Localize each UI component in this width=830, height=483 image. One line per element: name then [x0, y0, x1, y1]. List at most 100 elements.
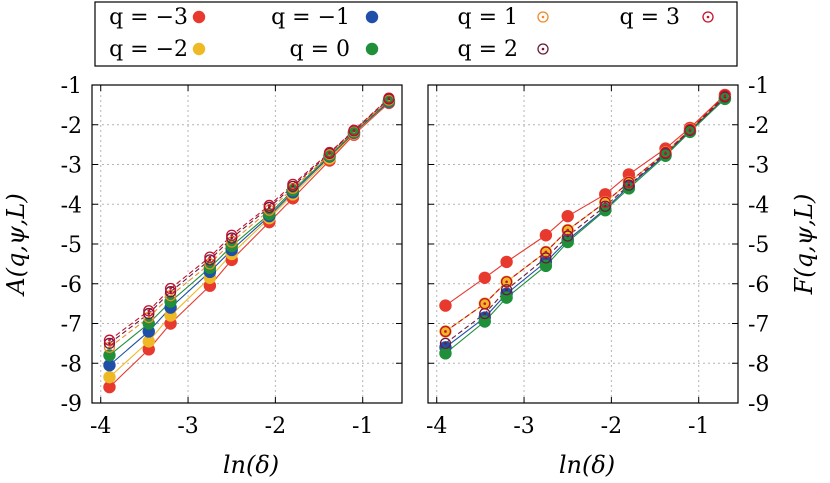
- data-point: [599, 196, 611, 208]
- data-point: [142, 317, 155, 330]
- data-point: [500, 255, 513, 269]
- y-tick-label: -3: [61, 154, 82, 179]
- series-line: [109, 102, 390, 388]
- data-point-center: [291, 183, 295, 186]
- series-points-1: [103, 95, 396, 384]
- data-point: [500, 276, 513, 288]
- panel-right: -4 -3 -2 -1 -1 -2 -3 -4 -5 -6 -7 -8 -9 ln(δ) F(q,ψ,L): [426, 74, 818, 479]
- series-points-6: [439, 90, 731, 338]
- series-group: [103, 92, 396, 394]
- data-point-center: [230, 233, 234, 237]
- data-point-center: [108, 338, 111, 342]
- data-point: [659, 149, 672, 162]
- data-point: [439, 325, 452, 338]
- data-point-center: [566, 228, 570, 232]
- y-tick-label: -2: [748, 114, 769, 139]
- data-point: [103, 349, 116, 362]
- data-point-center: [267, 206, 271, 209]
- y-tick-label: -5: [61, 233, 82, 258]
- legend-marker: [537, 43, 549, 55]
- legend-marker: [192, 42, 206, 56]
- series-4: [109, 99, 390, 348]
- data-point: [561, 235, 574, 249]
- series-line: [109, 99, 390, 348]
- data-point: [623, 179, 635, 191]
- series-6: [445, 95, 726, 332]
- data-point: [561, 209, 574, 223]
- data-point: [659, 146, 672, 159]
- data-point: [226, 232, 238, 244]
- y-tick-label: -4: [748, 193, 769, 218]
- legend-marker-center: [541, 15, 545, 19]
- x-tick-label: -4: [90, 414, 111, 439]
- data-point-center: [444, 342, 447, 345]
- data-point-center: [147, 309, 151, 313]
- data-point-center: [291, 185, 295, 188]
- legend-marker: [365, 10, 379, 24]
- legend-marker: [365, 42, 379, 56]
- series-1: [109, 101, 390, 378]
- data-point-center: [505, 280, 508, 284]
- data-point: [263, 199, 275, 212]
- data-point: [143, 305, 155, 317]
- data-point: [225, 239, 238, 253]
- series-line: [445, 98, 726, 354]
- data-point: [500, 284, 513, 296]
- legend-marker-center: [706, 15, 710, 19]
- data-point: [204, 251, 216, 263]
- data-point: [103, 334, 116, 346]
- x-tick-label: -3: [177, 414, 198, 439]
- series-2: [445, 97, 726, 348]
- data-point: [348, 124, 360, 136]
- data-point-center: [169, 287, 172, 290]
- data-point-center: [169, 290, 172, 294]
- data-point: [383, 92, 395, 104]
- data-point-center: [352, 129, 356, 132]
- data-point-center: [108, 342, 111, 345]
- x-axis-label: ln(δ): [223, 451, 279, 479]
- x-tick-label: -3: [513, 414, 534, 439]
- data-point: [439, 337, 452, 350]
- data-point: [478, 271, 491, 284]
- data-point: [479, 297, 491, 310]
- data-point: [684, 123, 696, 136]
- data-point: [323, 146, 336, 159]
- data-point-center: [505, 288, 508, 292]
- data-point: [203, 261, 217, 275]
- y-axis-label: F(q,ψ,L): [790, 194, 818, 296]
- x-axis-label: ln(δ): [559, 451, 615, 479]
- series-3: [445, 98, 726, 354]
- x-tick-label: -1: [688, 414, 709, 439]
- data-point-center: [444, 330, 447, 333]
- series-2: [109, 101, 390, 366]
- series-line: [445, 97, 726, 348]
- data-point-center: [267, 204, 271, 207]
- data-point: [164, 282, 177, 295]
- series-line: [445, 94, 726, 307]
- data-point-center: [208, 255, 212, 259]
- series-group: [439, 88, 732, 360]
- legend-marker: [702, 11, 714, 23]
- data-point: [539, 259, 553, 273]
- y-axis-label: A(q,ψ,L): [2, 193, 30, 296]
- data-point-center: [688, 128, 692, 131]
- data-point: [226, 229, 238, 241]
- data-point: [142, 335, 155, 348]
- series-0: [445, 94, 726, 307]
- y-tick-label: -4: [61, 193, 82, 218]
- data-point-center: [627, 181, 631, 184]
- x-tick-label: -4: [426, 414, 447, 439]
- data-point-center: [230, 236, 234, 240]
- data-point-center: [147, 312, 151, 315]
- data-point: [287, 178, 299, 191]
- y-tick-label: -5: [748, 233, 769, 258]
- data-point-center: [627, 183, 631, 187]
- series-6: [109, 97, 390, 341]
- data-point-center: [603, 200, 607, 204]
- x-tick-label: -1: [352, 414, 373, 439]
- data-point-center: [723, 94, 727, 98]
- data-point: [439, 347, 452, 360]
- y-tick-label: -3: [748, 154, 769, 179]
- data-point: [478, 315, 491, 328]
